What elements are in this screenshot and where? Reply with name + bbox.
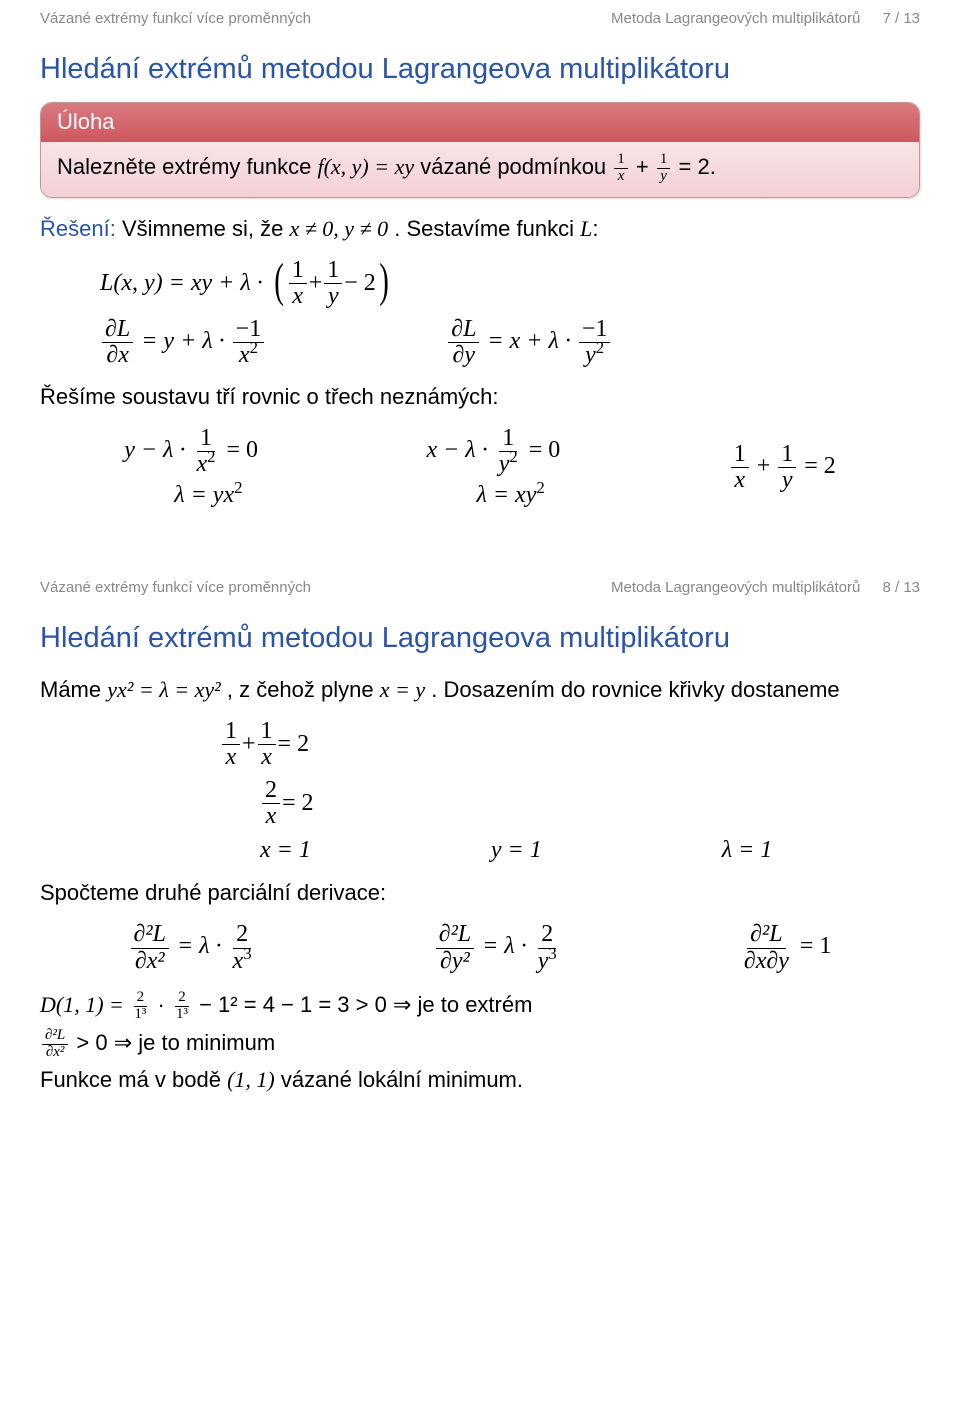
problem-box-body: Nalezněte extrémy funkce f(x, y) = xy vá… bbox=[41, 142, 919, 197]
d2L-dy2: ∂²L∂y² = λ · 2y3 bbox=[434, 922, 562, 973]
paren-group: ( 1x + 1y − 2 ) bbox=[271, 258, 392, 309]
paragraph-2: Spočteme druhé parciální derivace: bbox=[40, 874, 920, 912]
header-method: Metoda Lagrangeových multiplikátorů bbox=[611, 579, 860, 596]
slide-8: Vázané extrémy funkcí více proměnných Me… bbox=[0, 569, 960, 1129]
L-lhs: L(x, y) = xy + λ · bbox=[100, 270, 263, 297]
problem-text-2: vázané podmínkou bbox=[420, 154, 612, 179]
step-1: 1x + 1x = 2 bbox=[220, 719, 920, 770]
eq-col-1: y − λ · 1x2 = 0 λ = yx2 bbox=[124, 426, 258, 508]
header-method: Metoda Lagrangeových multiplikátorů bbox=[611, 10, 860, 27]
slide-title: Hledání extrémů metodou Lagrangeova mult… bbox=[40, 622, 920, 655]
dL-dy: ∂L∂y = x + λ · −1y2 bbox=[446, 317, 612, 368]
dL-dx: ∂L∂x = y + λ · −1x2 bbox=[100, 317, 266, 368]
slide-7: Vázané extrémy funkcí více proměnných Me… bbox=[0, 0, 960, 549]
problem-box: Úloha Nalezněte extrémy funkce f(x, y) =… bbox=[40, 102, 920, 198]
header-topic: Vázané extrémy funkcí více proměnných bbox=[40, 10, 311, 27]
header-right: Metoda Lagrangeových multiplikátorů 8 / … bbox=[611, 579, 920, 596]
paren-left: ( bbox=[274, 262, 284, 300]
problem-eq: = 2. bbox=[679, 154, 716, 179]
slide-title: Hledání extrémů metodou Lagrangeova mult… bbox=[40, 53, 920, 86]
solution-text-1: Všimneme si, že bbox=[122, 216, 290, 241]
minimum-line: ∂²L∂x² > 0 ⇒ je to minimum bbox=[40, 1028, 920, 1067]
page-header: Vázané extrémy funkcí více proměnných Me… bbox=[40, 0, 920, 35]
solution-colon: : bbox=[592, 216, 598, 241]
d2L-dx2: ∂²L∂x² = λ · 2x3 bbox=[129, 922, 257, 973]
solution-cond: x ≠ 0, y ≠ 0 bbox=[289, 216, 388, 241]
system-equations: y − λ · 1x2 = 0 λ = yx2 x − λ · 1y2 = 0 … bbox=[40, 426, 920, 508]
substitution-steps: 1x + 1x = 2 2x = 2 x = 1 y = 1 λ = 1 bbox=[220, 719, 920, 865]
problem-frac-1: 1 x bbox=[614, 152, 628, 185]
problem-frac-2: 1 y bbox=[657, 152, 671, 185]
lagrangian-def: L(x, y) = xy + λ · ( 1x + 1y − 2 ) ∂L∂x … bbox=[100, 258, 920, 369]
math-row: L(x, y) = xy + λ · ( 1x + 1y − 2 ) bbox=[100, 258, 920, 309]
header-page-number: 7 / 13 bbox=[882, 10, 920, 27]
system-row-1: y − λ · 1x2 = 0 λ = yx2 x − λ · 1y2 = 0 … bbox=[40, 426, 920, 508]
final-line: Funkce má v bodě (1, 1) vázané lokální m… bbox=[40, 1067, 920, 1099]
determinant-line: D(1, 1) = 21³ · 21³ − 1² = 4 − 1 = 3 > 0… bbox=[40, 984, 920, 1029]
solution-L: L bbox=[580, 216, 592, 241]
eq-col-3: 1x + 1y = 2 bbox=[729, 442, 836, 493]
second-derivatives: ∂²L∂x² = λ · 2x3 ∂²L∂y² = λ · 2y3 ∂²L∂x∂… bbox=[40, 922, 920, 973]
header-page-number: 8 / 13 bbox=[882, 579, 920, 596]
problem-plus: + bbox=[636, 154, 655, 179]
problem-box-header: Úloha bbox=[41, 103, 919, 142]
problem-text-1: Nalezněte extrémy funkce bbox=[57, 154, 317, 179]
d2-row: ∂²L∂x² = λ · 2x3 ∂²L∂y² = λ · 2y3 ∂²L∂x∂… bbox=[40, 922, 920, 973]
paragraph-1: Máme yx² = λ = xy² , z čehož plyne x = y… bbox=[40, 671, 920, 709]
header-topic: Vázané extrémy funkcí více proměnných bbox=[40, 579, 311, 596]
step-2: 2x = 2 bbox=[260, 778, 920, 829]
step-3: x = 1 y = 1 λ = 1 bbox=[260, 837, 920, 864]
d2L-dxdy: ∂²L∂x∂y = 1 bbox=[739, 922, 832, 973]
paren-right: ) bbox=[379, 262, 389, 300]
header-right: Metoda Lagrangeových multiplikátorů 7 / … bbox=[611, 10, 920, 27]
partial-derivatives: ∂L∂x = y + λ · −1x2 ∂L∂y = x + λ · −1y2 bbox=[100, 317, 920, 368]
problem-func: f(x, y) = xy bbox=[317, 154, 414, 179]
solution-intro: Řešení: Všimneme si, že x ≠ 0, y ≠ 0 . S… bbox=[40, 210, 920, 248]
solution-label: Řešení: bbox=[40, 216, 116, 241]
page-header: Vázané extrémy funkcí více proměnných Me… bbox=[40, 569, 920, 604]
solution-text-2: . Sestavíme funkci bbox=[394, 216, 580, 241]
solve-system-text: Řešíme soustavu tří rovnic o třech nezná… bbox=[40, 378, 920, 416]
eq-col-2: x − λ · 1y2 = 0 λ = xy2 bbox=[426, 426, 560, 508]
